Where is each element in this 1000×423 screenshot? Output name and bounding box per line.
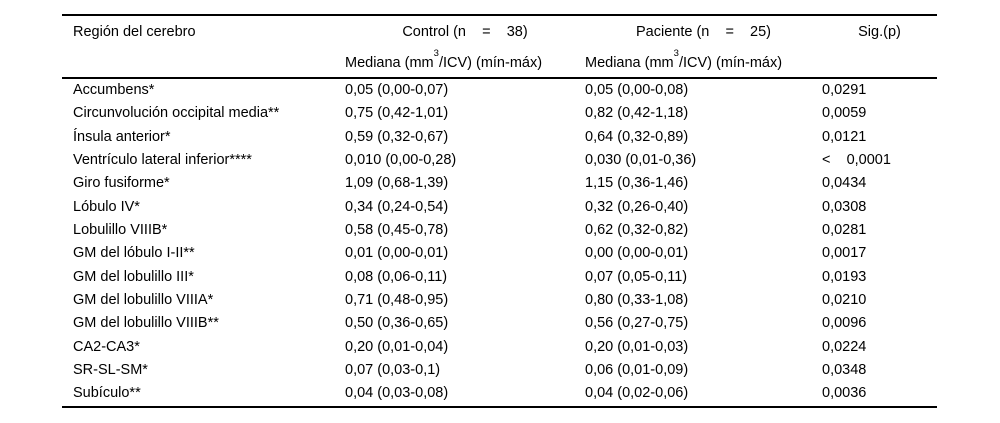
paciente-cell: 0,05 (0,00-0,08) <box>585 82 689 98</box>
region-cell: Lobulillo VIIIB* <box>73 222 168 239</box>
control-cell: 0,59 (0,32-0,67) <box>345 128 449 145</box>
control-cell: 0,34 (0,24-0,54) <box>345 198 449 215</box>
sig-cell: 0,0348 <box>822 362 867 379</box>
empty-subheader <box>62 48 345 78</box>
brain-volumetry-table: Región del cerebro Control (n = 38) Paci… <box>62 14 937 408</box>
sig-cell: 0,0017 <box>822 245 867 262</box>
paciente-cell: 0,62 (0,32-0,82) <box>585 222 689 239</box>
control-cell: 0,75 (0,42-1,01) <box>345 105 449 122</box>
table-row: Accumbens* 0,05 (0,00-0,07) 0,05 (0,00-0… <box>62 78 937 102</box>
table-row: CA2-CA3* 0,20 (0,01-0,04) 0,20 (0,01-0,0… <box>62 336 937 359</box>
control-cell: 0,07 (0,03-0,1) <box>345 362 441 379</box>
region-cell: Giro fusiforme* <box>73 175 170 192</box>
sig-cell: 0,0193 <box>822 268 867 285</box>
empty-subheader <box>822 48 937 78</box>
paciente-cell: 0,030 (0,01-0,36) <box>585 152 697 169</box>
region-cell: GM del lóbulo I-II** <box>73 245 195 262</box>
table-row: Lobulillo VIIIB* 0,58 (0,45-0,78) 0,62 (… <box>62 219 937 242</box>
region-cell: CA2-CA3* <box>73 338 140 355</box>
sig-cell: 0,0096 <box>822 315 867 332</box>
sig-cell: < 0,0001 <box>822 152 891 169</box>
paciente-cell: 0,32 (0,26-0,40) <box>585 198 689 215</box>
paciente-cell: 1,15 (0,36-1,46) <box>585 175 689 192</box>
table-row: Giro fusiforme* 1,09 (0,68-1,39) 1,15 (0… <box>62 172 937 195</box>
table-row: Lóbulo IV* 0,34 (0,24-0,54) 0,32 (0,26-0… <box>62 196 937 219</box>
region-cell: GM del lobulillo VIIIB** <box>73 315 219 332</box>
table-body: Accumbens* 0,05 (0,00-0,07) 0,05 (0,00-0… <box>62 78 937 407</box>
region-cell: GM del lobulillo III* <box>73 268 194 285</box>
table-row: Ventrículo lateral inferior**** 0,010 (0… <box>62 149 937 172</box>
subheader-text: /ICV) (mín-máx) <box>678 54 783 71</box>
sig-cell: 0,0059 <box>822 105 867 122</box>
stats-table: Región del cerebro Control (n = 38) Paci… <box>62 14 937 408</box>
control-cell: 0,71 (0,48-0,95) <box>345 292 449 309</box>
region-cell: Lóbulo IV* <box>73 198 140 215</box>
sig-cell: 0,0036 <box>822 385 867 402</box>
table-row: GM del lóbulo I-II** 0,01 (0,00-0,01) 0,… <box>62 242 937 265</box>
table-row: GM del lobulillo VIIIA* 0,71 (0,48-0,95)… <box>62 289 937 312</box>
control-cell: 0,20 (0,01-0,04) <box>345 338 449 355</box>
paciente-cell: 0,56 (0,27-0,75) <box>585 315 689 332</box>
control-cell: 0,50 (0,36-0,65) <box>345 315 449 332</box>
header-row-titles: Región del cerebro Control (n = 38) Paci… <box>62 15 937 48</box>
subheader-text: Mediana (mm <box>345 54 434 71</box>
table-row: SR-SL-SM* 0,07 (0,03-0,1) 0,06 (0,01-0,0… <box>62 359 937 382</box>
col-header-control: Control (n = 38) <box>402 24 528 40</box>
paciente-cell: 0,82 (0,42-1,18) <box>585 105 689 122</box>
sig-cell: 0,0291 <box>822 82 867 98</box>
control-cell: 1,09 (0,68-1,39) <box>345 175 449 192</box>
control-cell: 0,010 (0,00-0,28) <box>345 152 457 169</box>
region-cell: Accumbens* <box>73 82 155 98</box>
region-cell: GM del lobulillo VIIIA* <box>73 292 214 309</box>
control-cell: 0,01 (0,00-0,01) <box>345 245 449 262</box>
region-cell: Ínsula anterior* <box>73 128 171 145</box>
control-cell: 0,04 (0,03-0,08) <box>345 385 449 402</box>
sig-cell: 0,0434 <box>822 175 867 192</box>
region-cell: SR-SL-SM* <box>73 362 148 379</box>
paciente-cell: 0,64 (0,32-0,89) <box>585 128 689 145</box>
sig-cell: 0,0308 <box>822 198 867 215</box>
paciente-cell: 0,06 (0,01-0,09) <box>585 362 689 379</box>
col-header-sig: Sig.(p) <box>858 24 901 40</box>
col-subheader-control: Mediana (mm3/ICV) (mín-máx) <box>345 48 585 78</box>
superscript-3: 3 <box>673 48 679 59</box>
paciente-cell: 0,80 (0,33-1,08) <box>585 292 689 309</box>
paciente-cell: 0,00 (0,00-0,01) <box>585 245 689 262</box>
subheader-text: /ICV) (mín-máx) <box>438 54 543 71</box>
header-row-subtitles: Mediana (mm3/ICV) (mín-máx) Mediana (mm3… <box>62 48 937 78</box>
sig-cell: 0,0281 <box>822 222 867 239</box>
control-cell: 0,08 (0,06-0,11) <box>345 268 448 285</box>
paciente-cell: 0,04 (0,02-0,06) <box>585 385 689 402</box>
col-header-region: Región del cerebro <box>73 24 196 40</box>
paciente-cell: 0,07 (0,05-0,11) <box>585 268 688 285</box>
sig-cell: 0,0121 <box>822 128 867 145</box>
paciente-cell: 0,20 (0,01-0,03) <box>585 338 689 355</box>
table-header: Región del cerebro Control (n = 38) Paci… <box>62 15 937 78</box>
region-cell: Ventrículo lateral inferior**** <box>73 152 252 169</box>
sig-cell: 0,0210 <box>822 292 867 309</box>
control-cell: 0,58 (0,45-0,78) <box>345 222 449 239</box>
col-header-paciente: Paciente (n = 25) <box>635 24 771 40</box>
subheader-text: Mediana (mm <box>585 54 674 71</box>
table-row: Subículo** 0,04 (0,03-0,08) 0,04 (0,02-0… <box>62 382 937 406</box>
table-row: GM del lobulillo VIIIB** 0,50 (0,36-0,65… <box>62 312 937 335</box>
col-subheader-paciente: Mediana (mm3/ICV) (mín-máx) <box>585 48 822 78</box>
table-row: Ínsula anterior* 0,59 (0,32-0,67) 0,64 (… <box>62 126 937 149</box>
sig-cell: 0,0224 <box>822 338 867 355</box>
superscript-3: 3 <box>433 48 439 59</box>
table-row: Circunvolución occipital media** 0,75 (0… <box>62 102 937 125</box>
control-cell: 0,05 (0,00-0,07) <box>345 82 449 98</box>
region-cell: Subículo** <box>73 385 141 402</box>
region-cell: Circunvolución occipital media** <box>73 105 280 122</box>
table-row: GM del lobulillo III* 0,08 (0,06-0,11) 0… <box>62 266 937 289</box>
